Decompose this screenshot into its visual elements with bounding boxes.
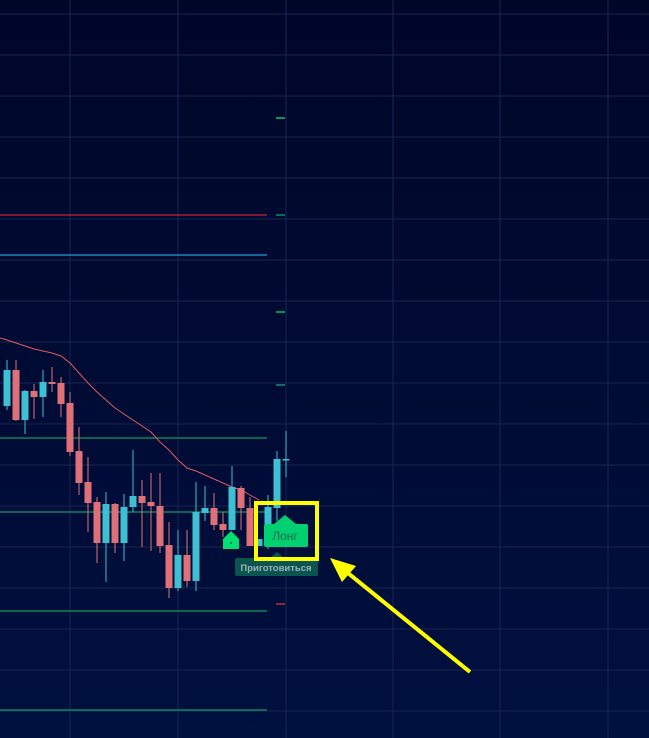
candle-body (120, 507, 128, 543)
candle (48, 367, 56, 392)
long-label: Лонг (272, 529, 298, 543)
candle (66, 392, 74, 456)
candle (174, 530, 182, 591)
candle (93, 497, 101, 563)
price-axis-marks (276, 117, 285, 605)
candle-body (12, 370, 20, 420)
candle (120, 494, 128, 561)
long-label-box (264, 524, 308, 547)
prepare-pointer (270, 552, 284, 558)
candle-body (84, 482, 92, 503)
candle-body (174, 555, 182, 588)
marker-dot (230, 542, 232, 544)
candle-body (111, 504, 119, 543)
candle (3, 360, 11, 410)
candle-body (129, 496, 137, 507)
candle (210, 493, 218, 530)
annotation-arrow (330, 558, 472, 674)
candle-body (255, 539, 263, 546)
candle-body (246, 508, 254, 546)
candle (165, 522, 173, 598)
candle-body (30, 391, 38, 397)
candle (102, 492, 110, 582)
candle (201, 486, 209, 521)
candle-body (237, 488, 245, 508)
candle (156, 473, 164, 553)
candle-body (210, 508, 218, 525)
candle-body (192, 512, 200, 581)
candle-body (3, 370, 11, 406)
candle (273, 451, 281, 521)
candle (237, 486, 245, 530)
horizontal-levels (0, 214, 267, 711)
candle-body (156, 506, 164, 546)
candle (12, 360, 20, 421)
candle (192, 482, 200, 591)
up-arrow-pentagon-icon (223, 531, 239, 549)
moving-average-line (0, 337, 260, 501)
candle (21, 390, 29, 434)
candle (246, 497, 254, 546)
candle-body (39, 382, 47, 397)
candle (39, 370, 47, 417)
candle (111, 503, 119, 553)
prepare-label-box (235, 558, 318, 576)
buy-marker (223, 531, 239, 549)
candle (282, 431, 290, 477)
candle (57, 377, 65, 417)
candle-body (219, 524, 227, 530)
candle (30, 384, 38, 419)
candle (147, 473, 155, 551)
candle (84, 457, 92, 532)
candle-body (282, 459, 290, 461)
candle (129, 450, 137, 512)
candle (255, 539, 263, 546)
candle-body (75, 451, 83, 483)
candle-body (93, 502, 101, 543)
candle (219, 512, 227, 537)
candle (183, 530, 191, 587)
candle (75, 427, 83, 495)
long-signal: Лонг (264, 515, 308, 547)
candle (138, 480, 146, 547)
candle-body (201, 508, 209, 513)
candle-body (48, 382, 56, 384)
candle-body (57, 383, 65, 404)
prepare-label: Приготовиться (240, 563, 311, 574)
candle-body (165, 545, 173, 588)
candle-body (138, 496, 146, 503)
long-pointer (274, 515, 296, 524)
candle-body (183, 555, 191, 581)
candle-body (102, 504, 110, 543)
prepare-signal: Приготовиться (235, 552, 318, 576)
candle-body (273, 459, 281, 508)
candle-body (21, 391, 29, 420)
candle-body (147, 502, 155, 506)
candle (228, 466, 236, 530)
candle-body (66, 403, 74, 452)
highlight-box (254, 501, 319, 561)
candle-body (228, 487, 236, 530)
